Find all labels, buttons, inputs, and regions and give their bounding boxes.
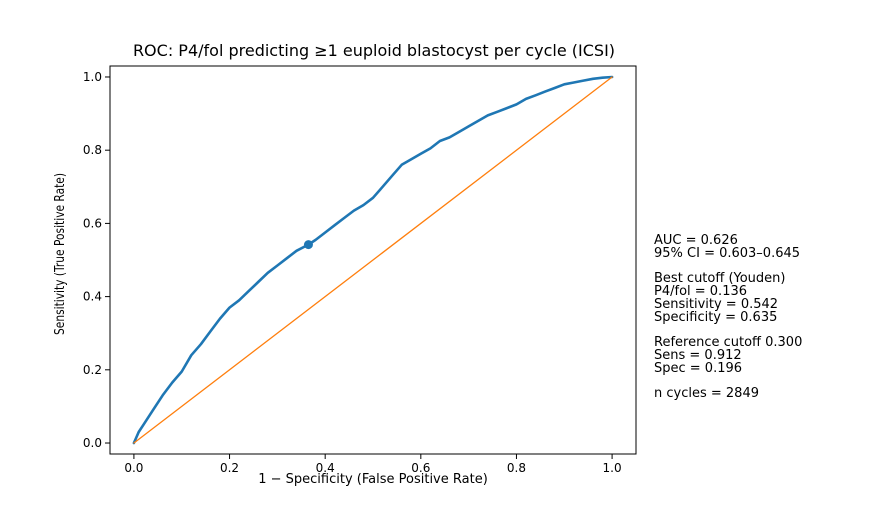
- annotation-line: Reference cutoff 0.300: [654, 335, 803, 350]
- annotation-line: n cycles = 2849: [654, 386, 759, 401]
- chart-title: ROC: P4/fol predicting ≥1 euploid blasto…: [133, 41, 615, 60]
- roc-curve: [132, 75, 614, 445]
- axes-frame: [109, 65, 637, 455]
- x-tick-label: 1.0: [603, 461, 622, 475]
- x-tick-label: 0.2: [220, 461, 239, 475]
- y-tick-label: 0.6: [83, 216, 102, 230]
- annotation-line: Best cutoff (Youden): [654, 271, 786, 286]
- y-tick-label: 0.2: [83, 363, 102, 377]
- x-tick-label: 0.8: [507, 461, 526, 475]
- plot-area: [109, 65, 637, 455]
- x-tick-label: 0.0: [124, 461, 143, 475]
- annotation-line: AUC = 0.626: [654, 233, 738, 248]
- x-tick-label: 0.6: [411, 461, 430, 475]
- y-axis-label: Sensitivity (True Positive Rate): [52, 173, 67, 335]
- annotation-line: 95% CI = 0.603–0.645: [654, 246, 801, 261]
- x-tick-label: 0.4: [316, 461, 335, 475]
- y-tick-label: 0.8: [83, 143, 102, 157]
- annotation-line: P4/fol = 0.136: [654, 284, 748, 299]
- x-axis-label: 1 − Specificity (False Positive Rate): [258, 472, 488, 487]
- y-tick-label: 1.0: [83, 70, 102, 84]
- stats-annotation: AUC = 0.626 95% CI = 0.603–0.645 Best cuto…: [654, 234, 802, 400]
- annotation-line: Sens = 0.912: [654, 348, 742, 363]
- youden-cutoff-point: [303, 240, 313, 250]
- annotation-line: Spec = 0.196: [654, 361, 743, 376]
- chance-line: [133, 76, 613, 444]
- y-tick-label: 0.0: [83, 436, 102, 450]
- axis-ticks: 0.0 0.2 0.4 0.6 0.8 1.0 0.0 0.2 0.4 0.6 0.8 1.0: [83, 70, 622, 475]
- annotation-line: Sensitivity = 0.542: [654, 297, 779, 312]
- y-tick-label: 0.4: [83, 290, 102, 304]
- annotation-line: Specificity = 0.635: [654, 310, 778, 325]
